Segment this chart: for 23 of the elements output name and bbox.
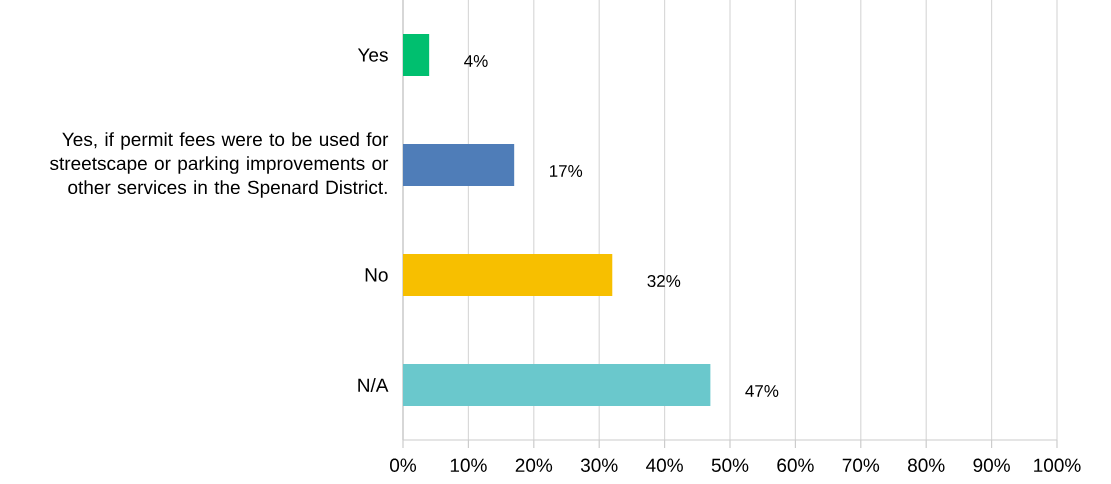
x-tick-label: 60% [777, 458, 814, 472]
x-tick-label: 0% [390, 458, 417, 472]
x-tick-label: 80% [908, 458, 945, 472]
y-tick-label: N/A [358, 378, 389, 392]
x-tick-label: 90% [973, 458, 1010, 472]
data-label: 47% [745, 385, 779, 397]
y-tick-label: Yes, if permit fees were to be used for streetscape or parking improvements or other services in the Spenard District. [50, 132, 389, 198]
bar [403, 254, 613, 296]
bar [403, 144, 515, 186]
data-label: 4% [464, 55, 488, 67]
y-tick-label: Yes [357, 48, 388, 62]
y-tick-label: No [365, 268, 388, 282]
bar [403, 363, 711, 406]
x-tick-label: 100% [1034, 458, 1081, 472]
data-label: 17% [550, 165, 583, 177]
data-label: 32% [647, 274, 681, 288]
x-tick-label: 50% [711, 458, 749, 472]
bar [403, 34, 430, 76]
x-tick-label: 30% [580, 458, 618, 472]
x-tick-label: 70% [842, 458, 880, 472]
x-tick-label: 20% [515, 458, 553, 472]
x-tick-label: 10% [450, 458, 487, 472]
x-tick-label: 40% [646, 458, 683, 472]
